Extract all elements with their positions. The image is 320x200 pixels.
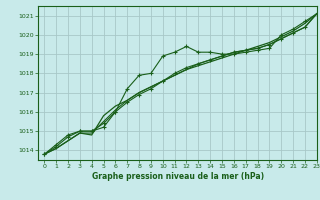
X-axis label: Graphe pression niveau de la mer (hPa): Graphe pression niveau de la mer (hPa) xyxy=(92,172,264,181)
